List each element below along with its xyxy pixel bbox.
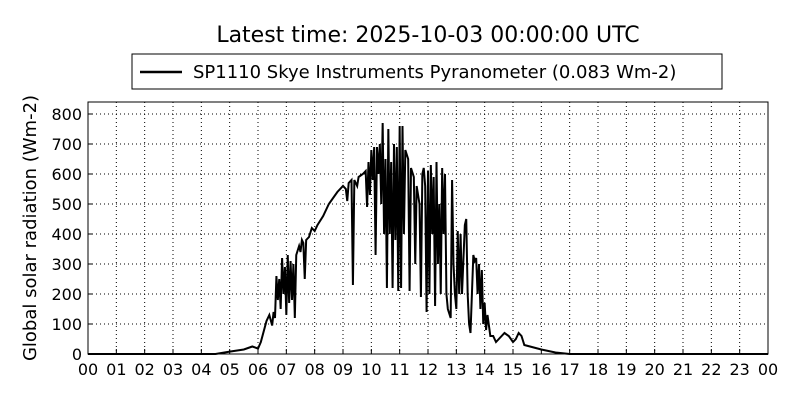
x-tick-label: 06 bbox=[248, 360, 268, 379]
x-tick-label: 00 bbox=[78, 360, 98, 379]
x-tick-label: 07 bbox=[276, 360, 296, 379]
y-tick-label: 100 bbox=[51, 315, 82, 334]
x-tick-label: 23 bbox=[729, 360, 749, 379]
x-tick-label: 03 bbox=[163, 360, 183, 379]
y-tick-label: 600 bbox=[51, 165, 82, 184]
y-tick-label: 300 bbox=[51, 255, 82, 274]
x-tick-label: 18 bbox=[588, 360, 608, 379]
x-tick-label: 01 bbox=[106, 360, 126, 379]
x-tick-label: 19 bbox=[616, 360, 636, 379]
y-tick-label: 500 bbox=[51, 195, 82, 214]
plot-frame bbox=[87, 101, 769, 355]
y-tick-label: 400 bbox=[51, 225, 82, 244]
chart-title: Latest time: 2025-10-03 00:00:00 UTC bbox=[216, 23, 639, 48]
x-tick-label: 20 bbox=[644, 360, 664, 379]
x-tick-label: 00 bbox=[758, 360, 778, 379]
x-tick-label: 22 bbox=[701, 360, 721, 379]
x-tick-label: 14 bbox=[474, 360, 494, 379]
x-tick-label: 17 bbox=[559, 360, 579, 379]
x-tick-label: 10 bbox=[361, 360, 381, 379]
x-tick-label: 15 bbox=[503, 360, 523, 379]
x-tick-label: 13 bbox=[446, 360, 466, 379]
x-tick-label: 05 bbox=[219, 360, 239, 379]
y-tick-label: 0 bbox=[72, 345, 82, 364]
data-line bbox=[88, 122, 768, 355]
x-tick-label: 12 bbox=[418, 360, 438, 379]
legend-label: SP1110 Skye Instruments Pyranometer (0.0… bbox=[193, 62, 676, 83]
y-tick-label: 800 bbox=[51, 105, 82, 124]
x-tick-label: 02 bbox=[134, 360, 154, 379]
x-tick-label: 09 bbox=[333, 360, 353, 379]
x-tick-label: 04 bbox=[191, 360, 211, 379]
x-tick-label: 16 bbox=[531, 360, 551, 379]
y-tick-label: 200 bbox=[51, 285, 82, 304]
y-tick-label: 700 bbox=[51, 135, 82, 154]
x-tick-label: 08 bbox=[304, 360, 324, 379]
x-tick-label: 11 bbox=[389, 360, 409, 379]
y-axis-label: Global solar radiation (Wm-2) bbox=[20, 95, 41, 361]
legend-box bbox=[131, 53, 723, 90]
x-tick-label: 21 bbox=[673, 360, 693, 379]
